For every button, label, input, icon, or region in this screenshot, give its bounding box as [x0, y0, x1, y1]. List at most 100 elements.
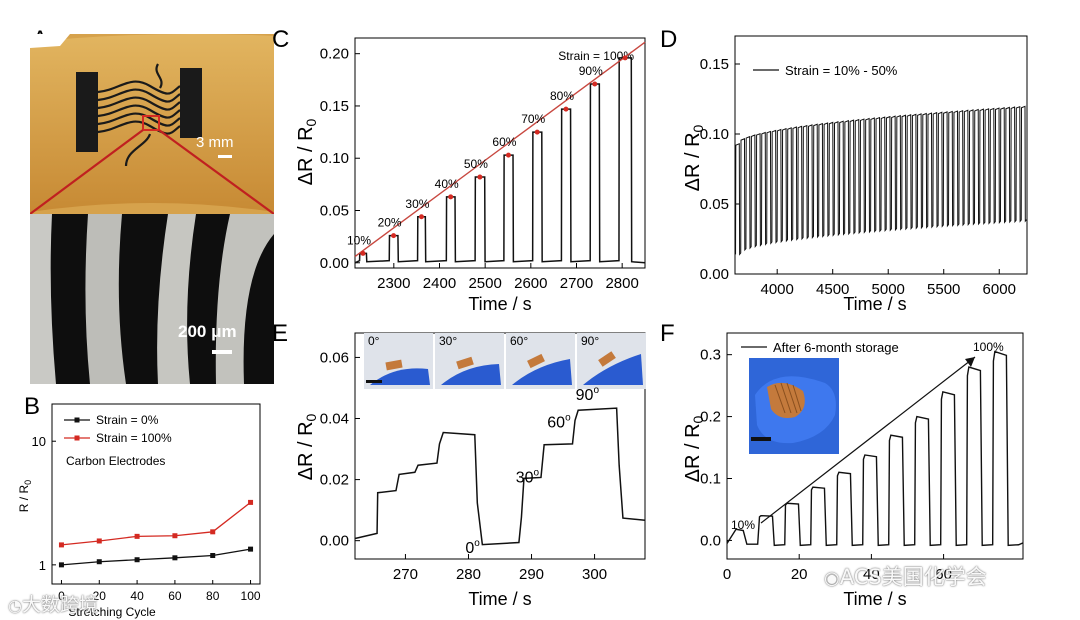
- panel-c-peak-point: [622, 55, 628, 61]
- panel-d-xtick-label: 5500: [927, 281, 960, 298]
- panel-c-ytick-label: 0.10: [320, 150, 349, 167]
- panel-e-xtick-label: 280: [456, 566, 481, 583]
- panel-c-ytick-label: 0.20: [320, 46, 349, 63]
- panel-b-point: [96, 538, 102, 544]
- panel-c-xtick-label: 2300: [377, 275, 410, 292]
- panel-d-xlabel: Time / s: [843, 294, 906, 314]
- panel-c-step-label: 10%: [347, 233, 371, 247]
- panel-d-ytick-label: 0.05: [700, 196, 729, 213]
- panel-c-signal: [354, 57, 646, 264]
- panel-e-angle-degree: o: [474, 538, 480, 549]
- panel-f-chart: 0.0 0.1 0.2 0.3 0 20 40 60 ΔR / R0 Time / s Aft…: [682, 332, 1024, 609]
- panel-c-step-label: 50%: [464, 157, 488, 171]
- panel-c-peak-point: [505, 152, 511, 158]
- panel-b-annotation: Carbon Electrodes: [66, 454, 165, 468]
- panel-e-xtick-label: 270: [393, 566, 418, 583]
- panel-e-angle-degree: o: [593, 385, 599, 396]
- panel-c-xtick-label: 2600: [514, 275, 547, 292]
- panel-c-chart: 0.00 0.05 0.10 0.15 0.20 2300 2400 2500 2600 2700…: [295, 37, 646, 314]
- panel-f-arrow-line: [760, 356, 976, 524]
- panel-b-ytick-label: 1: [39, 558, 46, 573]
- panel-e-xlabel: Time / s: [468, 589, 531, 609]
- panel-f-glove-photo: [749, 358, 839, 454]
- panel-f-ytick-label: 0.0: [700, 532, 721, 549]
- panel-a-micrograph: 200 μm: [30, 214, 274, 384]
- panel-e-inset-sensor: [598, 351, 616, 367]
- panel-b-point: [248, 546, 254, 552]
- panel-d-xtick-label: 5000: [872, 281, 905, 298]
- panel-c-fit-line: [354, 41, 646, 258]
- panel-c-step-label: 90%: [579, 64, 603, 78]
- panel-e-ytick-label: 0.04: [320, 411, 349, 428]
- panel-e-inset-finger: [441, 364, 501, 385]
- panel-b-point: [58, 562, 64, 568]
- watermark-left: ◔大数跨境: [8, 594, 98, 616]
- panel-b-series-line: [61, 548, 251, 566]
- panel-f-xlabel: Time / s: [843, 589, 906, 609]
- panel-d-ytick-label: 0.00: [700, 266, 729, 283]
- panel-e-inset-sensor: [456, 356, 474, 370]
- panel-e-inset-finger: [583, 354, 643, 385]
- panel-c-legend: Strain = 100%: [558, 49, 634, 63]
- panel-c-frame: [354, 37, 646, 269]
- panel-f-signal: [726, 350, 1024, 547]
- panel-d-ytick-label: 0.15: [700, 56, 729, 73]
- panel-c-peak-point: [477, 174, 483, 180]
- panel-f-letter: F: [660, 320, 675, 347]
- panel-c-peak-point: [418, 214, 424, 220]
- watermark-left-icon: ◔: [8, 596, 22, 615]
- panel-b-xtick-label: 100: [241, 589, 261, 603]
- panel-d-xtick-label: 6000: [983, 281, 1016, 298]
- panel-e-ytick-label: 0.00: [320, 533, 349, 550]
- panel-b-point: [172, 533, 178, 539]
- panel-b-xtick-label: 60: [168, 589, 182, 603]
- panel-b-ylabel: R / R0: [17, 480, 33, 512]
- panel-e-angle-value: 30: [516, 470, 534, 487]
- panel-e-angle-label: 90o: [576, 385, 600, 404]
- panel-c-peak-point: [563, 106, 569, 112]
- panel-e-angle-label: 60o: [547, 413, 571, 432]
- panel-f-ytick-label: 0.1: [700, 471, 721, 488]
- panel-d-ylabel: ΔR / R0: [682, 124, 706, 191]
- panel-e-inset-scalebar: [366, 380, 382, 383]
- panel-e-angle-value: 90: [576, 387, 594, 404]
- panel-e-angle-value: 0: [465, 540, 474, 557]
- wechat-icon: ◉: [824, 568, 840, 589]
- panel-c-peak-point: [391, 233, 397, 239]
- panel-b-point: [134, 557, 140, 563]
- panel-b-legend-label: Strain = 100%: [96, 431, 172, 445]
- panel-c-step-label: 80%: [550, 89, 574, 103]
- panel-b-point: [172, 555, 178, 561]
- panel-c-xtick-label: 2700: [560, 275, 593, 292]
- panel-e-xtick-label: 300: [582, 566, 607, 583]
- panel-b-letter: B: [24, 393, 41, 420]
- panel-a-scale-bottom: 200 μm: [178, 322, 237, 341]
- panel-b-point: [248, 499, 254, 505]
- panel-e-inset-label: 0°: [368, 334, 380, 348]
- panel-d-legend: Strain = 10% - 50%: [785, 63, 898, 78]
- panel-b-xtick-label: 0: [58, 589, 65, 603]
- panel-f-ylabel: ΔR / R0: [682, 415, 706, 482]
- panel-e-letter: E: [272, 320, 289, 347]
- panel-f-ytick-label: 0.2: [700, 409, 721, 426]
- panel-e-inset-label: 90°: [581, 334, 599, 348]
- watermark-right: ◉ACS美国化学会: [824, 565, 987, 589]
- panel-e-angle-value: 60: [547, 415, 565, 432]
- panel-b-frame: [51, 403, 261, 585]
- panel-d-xtick-label: 4000: [761, 281, 794, 298]
- panel-f-xtick-label: 60: [935, 566, 952, 583]
- panel-e-ytick-label: 0.06: [320, 349, 349, 366]
- panel-f-end-label: 100%: [973, 340, 1004, 354]
- panel-f-xtick-label: 40: [863, 566, 880, 583]
- panel-c-step-label: 20%: [378, 216, 402, 230]
- panel-c-peak-point: [448, 194, 454, 200]
- panel-f-start-label: 10%: [731, 518, 755, 532]
- panel-c-peak-point: [360, 250, 366, 256]
- panel-b-point: [210, 529, 216, 535]
- panel-e-inset-sensor: [385, 359, 403, 371]
- panel-b-xlabel: Stretching Cycle: [68, 605, 156, 619]
- panel-a-scale-top: 3 mm: [196, 134, 234, 151]
- panel-d-ytick-label: 0.10: [700, 126, 729, 143]
